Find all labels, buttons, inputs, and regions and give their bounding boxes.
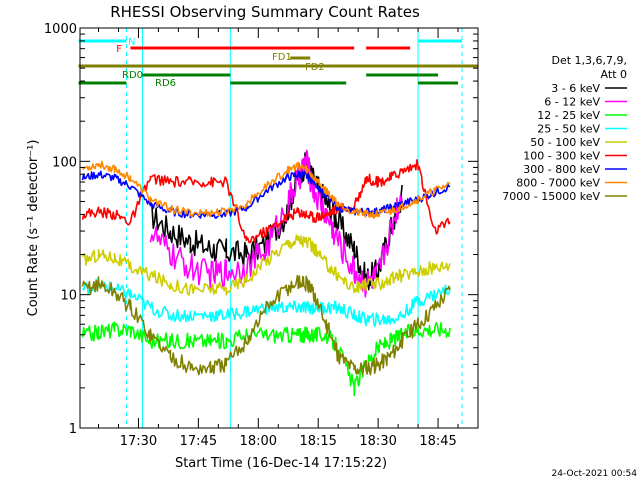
y-tick-label-2: 100 bbox=[52, 155, 77, 170]
plot-area bbox=[125, 28, 463, 428]
x-axis-label: Start Time (16-Dec-14 17:15:22) bbox=[175, 456, 387, 471]
flag-layer: NF FD1 FD2 RD0 RD6 bbox=[78, 37, 478, 89]
y-axis-label: Count Rate (s⁻¹ detector⁻¹) bbox=[26, 140, 41, 317]
axes-layer: 1 10 100 1000 17:30 17:45 18:00 18:15 18:30 18:45 bbox=[44, 22, 479, 449]
y-tick-label-0: 1 bbox=[69, 422, 77, 437]
flag-label-f: F bbox=[116, 44, 122, 55]
series-line-100-300-kev bbox=[81, 159, 451, 244]
x-tick-label-4: 18:30 bbox=[359, 434, 396, 449]
legend-label-3-6-kev: 3 - 6 keV bbox=[551, 82, 600, 95]
series-layer bbox=[81, 149, 451, 397]
series-line-25-50-kev bbox=[81, 277, 451, 327]
series-line-800-7000-kev bbox=[82, 160, 451, 219]
legend-label-6-12-kev: 6 - 12 keV bbox=[544, 96, 600, 109]
legend-label-25-50-kev: 25 - 50 keV bbox=[537, 123, 600, 136]
x-tick-label-2: 18:00 bbox=[240, 434, 277, 449]
legend-label-7000-15000-kev: 7000 - 15000 keV bbox=[502, 190, 600, 203]
x-tick-label-3: 18:15 bbox=[299, 434, 336, 449]
legend-label-12-25-kev: 12 - 25 keV bbox=[537, 109, 600, 122]
legend-header-line-2: Att 0 bbox=[601, 68, 627, 81]
y-tick-label-3: 1000 bbox=[44, 22, 77, 37]
legend-label-100-300-kev: 100 - 300 keV bbox=[523, 150, 600, 163]
x-tick-label-0: 17:30 bbox=[120, 434, 157, 449]
flag-label-fd2: FD2 bbox=[305, 62, 325, 73]
legend-header-line-1: Det 1,3,6,7,9, bbox=[551, 54, 627, 67]
y-tick-label-1: 10 bbox=[60, 289, 77, 304]
flag-label-rd6: RD6 bbox=[155, 78, 176, 89]
legend-label-300-800-kev: 300 - 800 keV bbox=[523, 163, 600, 176]
footer-date: 24-Oct-2021 00:54 bbox=[552, 469, 638, 479]
series-line-6-12-kev bbox=[149, 149, 403, 298]
flag-label-fd1: FD1 bbox=[272, 52, 292, 63]
chart-title: RHESSI Observing Summary Count Rates bbox=[110, 3, 420, 21]
flag-label-n: N bbox=[128, 37, 135, 48]
series-line-7000-15000-kev bbox=[81, 274, 451, 376]
plot-frame bbox=[79, 27, 479, 429]
flag-label-rd0: RD0 bbox=[122, 70, 143, 81]
series-line-50-100-kev bbox=[81, 234, 451, 296]
legend-label-50-100-kev: 50 - 100 keV bbox=[530, 136, 600, 149]
x-tick-label-5: 18:45 bbox=[419, 434, 456, 449]
series-line-12-25-kev bbox=[81, 321, 451, 397]
x-tick-label-1: 17:45 bbox=[180, 434, 217, 449]
legend-label-800-7000-kev: 800 - 7000 keV bbox=[516, 177, 600, 190]
